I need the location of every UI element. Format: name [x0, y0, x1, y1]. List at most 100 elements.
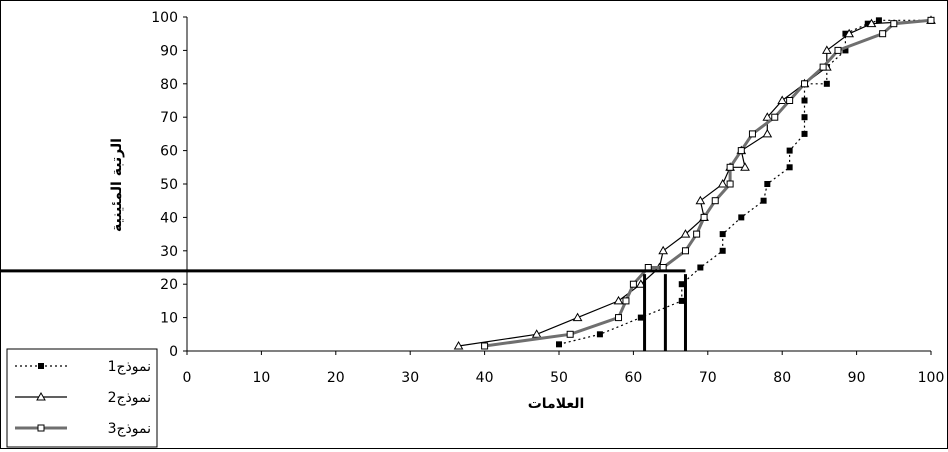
data-point: [629, 280, 637, 288]
data-point: [681, 247, 689, 255]
data-point: [615, 314, 623, 322]
data-point: [823, 80, 830, 87]
data-point: [879, 30, 887, 38]
data-point: [613, 295, 624, 305]
data-point: [764, 181, 771, 187]
data-point: [622, 297, 630, 305]
data-point: [566, 330, 574, 338]
annotation-lines: [1, 269, 687, 351]
data-point: [726, 180, 734, 188]
axes: [183, 16, 932, 355]
data-point: [762, 128, 773, 138]
data-point: [844, 28, 855, 38]
data-point: [556, 341, 562, 348]
x-tick-label: 90: [848, 370, 866, 386]
y-tick-label: 50: [160, 177, 178, 193]
data-point: [786, 97, 794, 104]
x-tick-label: 80: [773, 370, 791, 386]
data-point: [717, 178, 728, 188]
data-point: [678, 297, 685, 304]
data-point: [711, 197, 719, 205]
series-2: [453, 15, 936, 350]
data-point: [658, 245, 669, 255]
legend-label: نموذج2: [108, 390, 151, 406]
data-point: [801, 97, 808, 104]
x-tick-label: 30: [401, 370, 419, 386]
data-point: [695, 195, 706, 205]
data-point: [678, 281, 685, 288]
y-tick-label: 40: [160, 210, 178, 226]
data-point: [771, 113, 779, 121]
data-point: [637, 314, 644, 321]
y-tick-label: 0: [169, 344, 178, 360]
y-tick-label: 20: [160, 277, 178, 293]
data-point: [801, 80, 809, 88]
data-point: [697, 264, 704, 271]
legend-marker: [38, 363, 44, 369]
x-tick-label: 0: [183, 370, 192, 386]
data-point: [819, 63, 827, 71]
data-point: [842, 47, 849, 54]
x-tick-label: 50: [550, 370, 568, 386]
data-point: [700, 213, 708, 221]
data-point: [875, 17, 882, 24]
x-tick-label: 10: [252, 370, 270, 386]
data-point: [821, 45, 832, 54]
x-tick-label: 40: [476, 370, 494, 386]
series-3: [481, 16, 935, 350]
series-line: [558, 19, 931, 345]
legend-marker: [37, 424, 45, 432]
y-tick-label: 10: [160, 311, 178, 327]
data-point: [726, 163, 734, 171]
y-tick-label: 80: [160, 77, 178, 93]
series-line: [458, 19, 932, 347]
legend-label: نموذج1: [108, 359, 151, 375]
legend-box: [6, 348, 158, 448]
data-point: [890, 20, 898, 28]
data-point: [719, 231, 726, 238]
data-point: [866, 18, 877, 28]
data-point: [572, 312, 583, 322]
data-point: [864, 20, 871, 27]
data-point: [719, 247, 726, 254]
data-point: [801, 114, 808, 121]
data-point: [680, 229, 691, 238]
data-point: [453, 340, 464, 350]
data-point: [596, 331, 603, 338]
series-1: [556, 17, 934, 348]
data-point: [762, 112, 773, 121]
data-point: [801, 130, 808, 137]
tick-labels: 0 10 20 30 40 50 60 70 80 90 100 0 10 20 30 40 50 60 70 80 9…: [151, 10, 944, 386]
data-point: [834, 46, 842, 54]
data-point: [738, 214, 745, 221]
data-point: [777, 95, 788, 104]
data-point: [786, 147, 793, 154]
data-point: [740, 162, 750, 171]
legend-label: نموذج3: [108, 421, 151, 437]
x-tick-label: 20: [327, 370, 345, 386]
data-point: [748, 130, 756, 138]
data-point: [760, 197, 767, 204]
y-tick-label: 30: [160, 244, 178, 260]
data-point: [737, 147, 745, 155]
data-point: [531, 329, 542, 338]
legend: نموذج1 نموذج2 نموذج3: [6, 348, 158, 448]
legend-marker: [36, 391, 46, 401]
legend-item-1: نموذج1: [15, 359, 151, 375]
y-axis-label: الرتبة المئينية: [109, 138, 125, 232]
data-point: [842, 30, 849, 37]
y-tick-label: 60: [160, 144, 178, 160]
data-point: [481, 342, 489, 350]
series-layer: [453, 15, 936, 350]
data-point: [635, 279, 646, 288]
series-line: [484, 18, 932, 348]
x-tick-label: 100: [918, 370, 945, 386]
legend-item-3: نموذج3: [15, 421, 151, 437]
x-tick-label: 60: [624, 370, 642, 386]
data-point: [693, 230, 701, 238]
data-point: [927, 16, 935, 24]
y-tick-label: 90: [160, 43, 178, 59]
data-point: [786, 164, 793, 171]
